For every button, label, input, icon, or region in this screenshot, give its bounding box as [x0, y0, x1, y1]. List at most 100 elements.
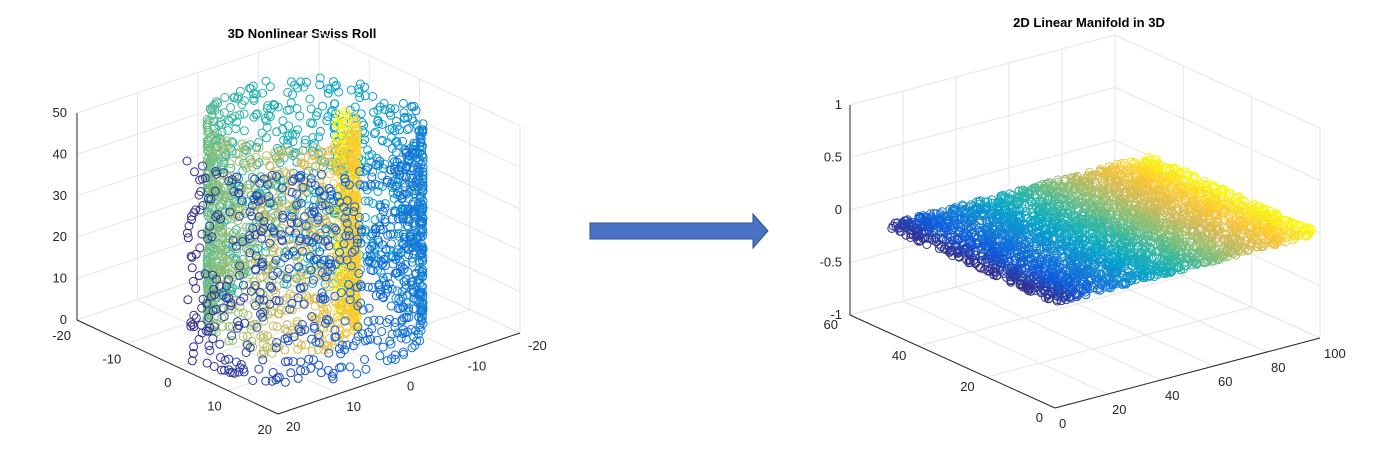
- data-point: [386, 301, 396, 311]
- data-point: [341, 328, 351, 338]
- data-point: [414, 288, 424, 297]
- data-point: [333, 120, 343, 130]
- data-point: [414, 164, 423, 174]
- data-point: [344, 206, 354, 216]
- data-point: [377, 136, 387, 146]
- data-point: [355, 79, 365, 89]
- data-point: [378, 273, 388, 283]
- data-point: [383, 230, 393, 240]
- data-point: [380, 159, 390, 169]
- data-point: [239, 126, 249, 136]
- data-point: [416, 307, 426, 317]
- data-point: [417, 184, 427, 193]
- data-point: [299, 82, 309, 92]
- data-point: [278, 116, 288, 126]
- data-point: [401, 280, 411, 290]
- data-point: [229, 93, 239, 103]
- data-point: [345, 149, 355, 159]
- data-point: [225, 116, 234, 126]
- data-point: [311, 111, 321, 121]
- y-axis-line: [849, 314, 1056, 409]
- data-point: [322, 116, 332, 126]
- data-point: [407, 343, 417, 353]
- data-point: [399, 239, 409, 249]
- data-point: [369, 129, 379, 139]
- data-point: [397, 193, 407, 203]
- data-point: [286, 98, 296, 108]
- data-point: [331, 286, 341, 296]
- data-point: [226, 103, 235, 112]
- data-point: [392, 181, 401, 191]
- data-point: [306, 118, 315, 128]
- data-point: [278, 124, 288, 134]
- data-point: [400, 204, 410, 214]
- data-point: [415, 192, 425, 202]
- data-point: [350, 309, 360, 319]
- data-point: [263, 101, 273, 111]
- data-point: [223, 126, 233, 136]
- data-point: [373, 117, 383, 126]
- data-point: [332, 281, 342, 291]
- data-point: [315, 80, 325, 90]
- data-point: [415, 142, 425, 152]
- data-point: [334, 167, 344, 177]
- data-point: [378, 207, 388, 217]
- data-point: [377, 327, 387, 336]
- data-point: [306, 104, 316, 114]
- data-point: [414, 329, 423, 339]
- data-point: [376, 250, 386, 260]
- data-point: [371, 160, 381, 170]
- data-point: [351, 116, 361, 126]
- data-point: [336, 300, 346, 310]
- data-point: [249, 93, 259, 103]
- data-point: [385, 165, 395, 175]
- data-point: [368, 92, 378, 101]
- data-point: [401, 182, 410, 192]
- data-point: [237, 100, 247, 109]
- data-point: [318, 101, 328, 111]
- data-point: [342, 147, 352, 157]
- data-point: [389, 164, 399, 174]
- data-point: [372, 335, 382, 345]
- grid-line: [76, 72, 320, 155]
- data-point: [329, 77, 338, 87]
- data-point: [398, 328, 408, 338]
- data-point: [407, 186, 417, 196]
- data-point: [377, 260, 387, 270]
- data-point: [386, 239, 396, 249]
- data-point: [348, 114, 358, 124]
- data-point: [405, 173, 414, 183]
- data-point: [393, 328, 402, 338]
- data-point: [404, 124, 414, 133]
- data-point: [314, 132, 324, 142]
- data-point: [382, 356, 392, 366]
- data-point: [409, 221, 419, 231]
- data-point: [262, 104, 272, 113]
- data-point: [398, 214, 408, 223]
- chart-title: 2D Linear Manifold in 3D: [1013, 15, 1165, 30]
- data-point: [402, 221, 412, 231]
- data-point: [415, 198, 425, 208]
- data-point: [230, 111, 240, 121]
- data-point: [329, 158, 339, 168]
- data-point: [292, 104, 302, 113]
- axes: [76, 113, 521, 415]
- data-point: [323, 88, 333, 98]
- data-point: [348, 270, 358, 280]
- data-point: [308, 185, 318, 195]
- data-point: [350, 102, 360, 112]
- data-point: [401, 284, 410, 294]
- data-point: [416, 138, 426, 148]
- data-point: [401, 163, 411, 173]
- chart-title: 3D Nonlinear Swiss Roll: [228, 26, 377, 41]
- data-point: [414, 218, 424, 228]
- data-point: [370, 249, 380, 259]
- data-point: [286, 77, 296, 87]
- data-point: [340, 136, 350, 146]
- data-point: [398, 136, 408, 146]
- data-point: [398, 347, 408, 357]
- data-point: [329, 99, 339, 109]
- data-point: [300, 139, 310, 148]
- data-point: [350, 180, 360, 190]
